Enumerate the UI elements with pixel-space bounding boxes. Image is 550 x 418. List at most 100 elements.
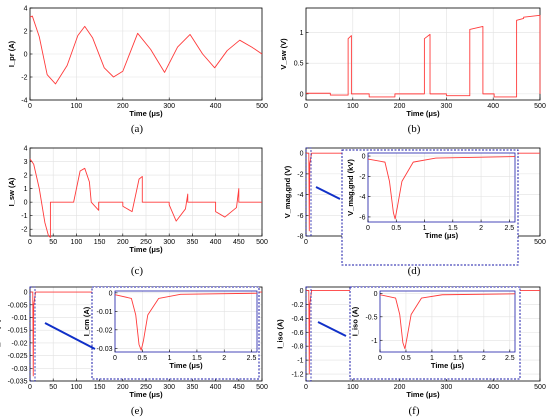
panel-caption: (c) (131, 265, 144, 277)
y-tick-label: 0 (24, 200, 28, 207)
x-tick-label: 300 (441, 384, 453, 391)
x-tick-label: 0 (28, 384, 32, 391)
x-tick-label: 450 (233, 239, 245, 246)
inset-x-tick-label: 1.5 (453, 355, 463, 362)
x-tick-label: 400 (487, 103, 499, 110)
x-tick-label: 150 (94, 384, 106, 391)
x-tick-label: 0 (28, 103, 32, 110)
inset-x-axis-label: Time (μs) (169, 361, 203, 370)
y-tick-label: 1 (24, 186, 28, 193)
x-tick-label: 500 (534, 103, 546, 110)
y-tick-label: -0.035 (8, 379, 28, 386)
inset-y-tick-label: -6 (359, 214, 365, 221)
y-tick-label: -6 (297, 213, 303, 220)
y-tick-label: -0.6 (291, 330, 303, 337)
inset-y-tick-label: -0.02 (97, 327, 113, 334)
y-tick-label: 0 (24, 52, 28, 59)
x-tick-label: 200 (117, 103, 129, 110)
inset-x-tick-label: 2 (482, 355, 486, 362)
y-tick-label: -0.025 (8, 353, 28, 360)
panel-caption: (b) (408, 123, 421, 135)
panel-c: 0 50 100 150 200 250 300 350 400 450 500 -2 -1 0 1 2 3 4 T… (7, 146, 268, 255)
inset-x-tick-label: 0 (113, 355, 117, 362)
inset-y-tick-label: 0 (109, 290, 113, 297)
x-tick-label: 500 (256, 239, 268, 246)
x-tick-label: 100 (71, 384, 83, 391)
x-tick-label: 200 (117, 384, 129, 391)
x-tick-label: 250 (140, 384, 152, 391)
panel-caption: (f) (409, 405, 420, 417)
inset-x-tick-label: 0 (378, 355, 382, 362)
inset-box (341, 149, 519, 266)
y-tick-label: -4 (297, 192, 303, 199)
zoom-arrow (44, 322, 96, 350)
inset-x-axis-label: Time (μs) (425, 231, 459, 240)
y-tick-label: -0.03 (12, 366, 28, 373)
x-tick-label: 350 (187, 239, 199, 246)
x-tick-label: 500 (534, 384, 546, 391)
x-axis-label: Time (μs) (406, 109, 440, 118)
y-axis-label: I_sw (A) (7, 177, 16, 206)
inset-x-tick-label: 1 (168, 355, 172, 362)
x-tick-label: 0 (304, 384, 308, 391)
y-tick-label: -8 (297, 234, 303, 241)
y-tick-label: 0 (300, 151, 304, 158)
y-tick-label: 0 (24, 290, 28, 297)
inset-series-line (379, 293, 516, 350)
x-tick-label: 400 (210, 103, 222, 110)
zoom-arrow (315, 186, 341, 200)
x-tick-label: 400 (210, 239, 222, 246)
inset-x-tick-label: 2.5 (505, 355, 515, 362)
zoom-region-marker (305, 286, 312, 382)
inset-plot-frame (379, 290, 516, 353)
inset-plot-frame (367, 152, 516, 223)
x-tick-label: 100 (347, 384, 359, 391)
y-tick-label: 0 (300, 288, 304, 295)
x-tick-label: 400 (210, 384, 222, 391)
y-tick-label: -0.4 (291, 316, 303, 323)
y-axis-label: V_mag,gnd (V) (283, 165, 292, 218)
y-axis-label: I_cm (A) (0, 319, 1, 349)
y-tick-label: -0.8 (291, 344, 303, 351)
x-tick-label: 250 (140, 239, 152, 246)
inset-series-line (367, 156, 516, 220)
y-tick-label: 1 (300, 30, 304, 37)
y-tick-label: 4 (24, 6, 28, 13)
inset-x-tick-label: 1 (430, 355, 434, 362)
y-tick-label: -2 (21, 75, 27, 82)
inset-x-tick-label: 1.5 (192, 355, 202, 362)
inset-x-tick-label: 2 (479, 225, 483, 232)
y-tick-label: -1 (21, 213, 27, 220)
x-tick-label: 350 (187, 384, 199, 391)
x-tick-label: 500 (256, 103, 268, 110)
y-tick-label: 0 (300, 91, 304, 98)
inset-x-tick-label: 0 (366, 225, 370, 232)
zoom-arrow (317, 321, 347, 337)
y-axis-label: V_sw (V) (279, 38, 288, 70)
panel-b: 0 100 200 300 400 500 0 0.5 1 Time (μs) V_sw (V) (279, 7, 546, 118)
inset-y-axis-label: I_cm (A) (82, 306, 91, 336)
y-tick-label: 2 (24, 173, 28, 180)
panel-caption: (d) (408, 265, 421, 277)
y-axis-label: I_pr (A) (7, 40, 16, 67)
inset-x-tick-label: 0.5 (137, 355, 147, 362)
inset-y-tick-label: -0.01 (97, 309, 113, 316)
inset-plot: 0 0.5 1 1.5 2 2.5 0 -0.01 -0.02 -0.03 Time (μs) I_c… (82, 290, 258, 370)
series-line (30, 291, 262, 377)
inset-box (349, 286, 521, 380)
x-axis-label: Time (μs) (129, 109, 163, 118)
x-axis-label: Time (μs) (129, 245, 163, 254)
y-tick-label: -1 (297, 358, 303, 365)
inset-plot: 0 0.5 1 1.5 2 2.5 0 -0.5 -1 Time (μs) I_iso (A) (351, 290, 516, 370)
series-line (29, 158, 262, 238)
inset-x-tick-label: 2.5 (247, 355, 257, 362)
inset-y-tick-label: -2 (359, 174, 365, 181)
inset-y-tick-label: -1 (371, 338, 377, 345)
inset-y-axis-label: V_mag,gnd (kV) (346, 159, 355, 216)
inset-x-tick-label: 1.5 (448, 225, 458, 232)
inset-y-tick-label: -0.03 (97, 346, 113, 353)
x-axis-label: Time (μs) (406, 390, 440, 399)
inset-y-axis-label: I_iso (A) (351, 306, 360, 336)
y-tick-label: -0.01 (12, 315, 28, 322)
y-axis-label: I_iso (A) (276, 319, 285, 349)
